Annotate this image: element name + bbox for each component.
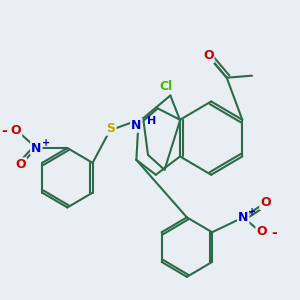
Text: N: N xyxy=(238,211,248,224)
Text: O: O xyxy=(15,158,26,171)
Text: O: O xyxy=(260,196,271,209)
Text: O: O xyxy=(11,124,21,137)
Text: -: - xyxy=(272,226,277,240)
Text: Cl: Cl xyxy=(159,80,172,93)
Text: N: N xyxy=(131,119,142,132)
Text: -: - xyxy=(2,124,7,138)
Text: S: S xyxy=(106,122,116,135)
Text: N: N xyxy=(31,142,41,154)
Text: O: O xyxy=(203,50,214,62)
Text: O: O xyxy=(256,225,267,238)
Text: H: H xyxy=(147,116,156,126)
Text: +: + xyxy=(248,207,256,218)
Text: +: + xyxy=(42,138,50,148)
